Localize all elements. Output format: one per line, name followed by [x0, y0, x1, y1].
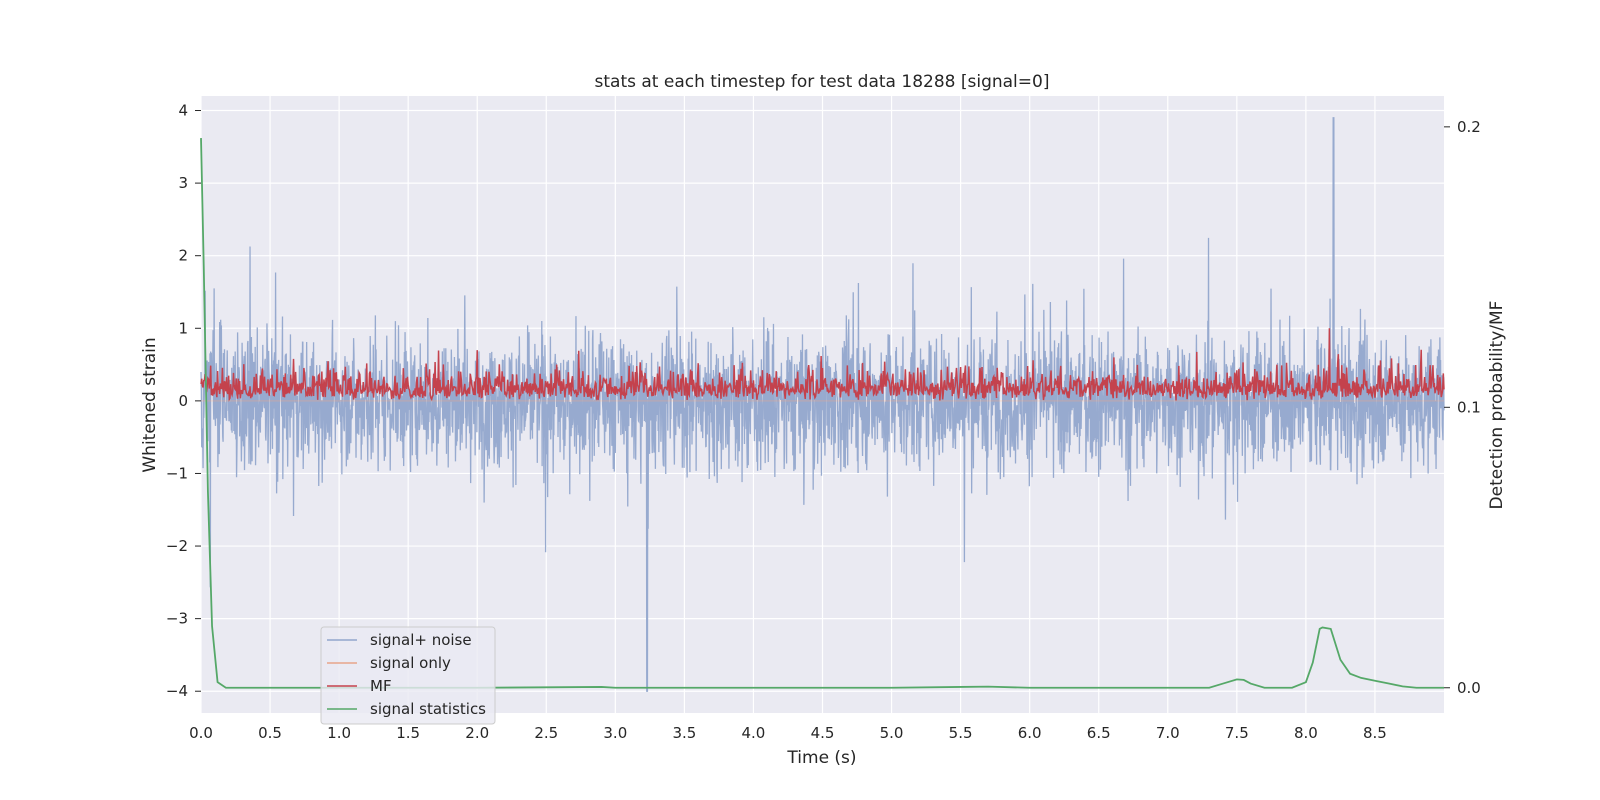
y-tick-label: −1	[166, 464, 188, 482]
x-tick-label: 3.5	[672, 724, 696, 742]
mf-line	[200, 328, 1445, 402]
x-tick-label: 7.5	[1225, 724, 1249, 742]
noise-line	[200, 117, 1445, 692]
x-tick-label: 1.0	[327, 724, 351, 742]
x-tick-label: 2.5	[534, 724, 558, 742]
y-tick-label: −3	[166, 610, 188, 628]
y-tick-label: 1	[178, 319, 188, 337]
y2-tick-label: 0.0	[1457, 679, 1481, 697]
y2-tick-label: 0.1	[1457, 398, 1481, 416]
chart-title: stats at each timestep for test data 182…	[595, 72, 1050, 92]
x-tick-label: 0.0	[189, 724, 213, 742]
series-mf	[200, 328, 1445, 402]
legend-label-signal-statistics: signal statistics	[370, 700, 486, 718]
y-tick-label: 3	[178, 174, 188, 192]
x-tick-label: 4.0	[742, 724, 766, 742]
x-tick-label: 5.0	[880, 724, 904, 742]
y-tick-label: −4	[166, 682, 188, 700]
y-tick-label: −2	[166, 537, 188, 555]
y-tick-label: 0	[178, 392, 188, 410]
axes: 0.0 0.5 1.0 1.5 2.0 2.5 3.0 3.5 4.0 4.5 5.0 5.5 6.0 6…	[166, 102, 1481, 742]
series-signal-noise	[200, 117, 1445, 692]
x-tick-label: 7.0	[1156, 724, 1180, 742]
y-axis-label: Whitened strain	[140, 337, 160, 472]
y-tick-label: 2	[178, 247, 188, 265]
x-tick-label: 2.0	[465, 724, 489, 742]
x-tick-label: 6.0	[1018, 724, 1042, 742]
y2-tick-label: 0.2	[1457, 118, 1481, 136]
legend-box	[320, 626, 496, 725]
legend-label-signal-noise: signal+ noise	[370, 631, 472, 649]
signal-statistics-line	[200, 138, 1444, 689]
x-tick-label: 5.5	[949, 724, 973, 742]
x-tick-label: 0.5	[258, 724, 282, 742]
x-tick-label: 8.0	[1294, 724, 1318, 742]
x-tick-label: 8.5	[1363, 724, 1387, 742]
x-tick-label: 4.5	[811, 724, 835, 742]
legend-label-mf: MF	[370, 677, 392, 695]
x-axis-label: Time (s)	[786, 748, 856, 768]
series-signal-statistics	[200, 138, 1444, 689]
x-tick-label: 3.0	[603, 724, 627, 742]
x-tick-label: 1.5	[396, 724, 420, 742]
y-tick-label: 4	[178, 102, 188, 120]
legend: signal+ noise signal only MF signal stat…	[320, 626, 496, 725]
y2-axis-label: Detection probability/MF	[1487, 301, 1507, 510]
legend-label-signal-only: signal only	[370, 654, 451, 672]
x-tick-label: 6.5	[1087, 724, 1111, 742]
